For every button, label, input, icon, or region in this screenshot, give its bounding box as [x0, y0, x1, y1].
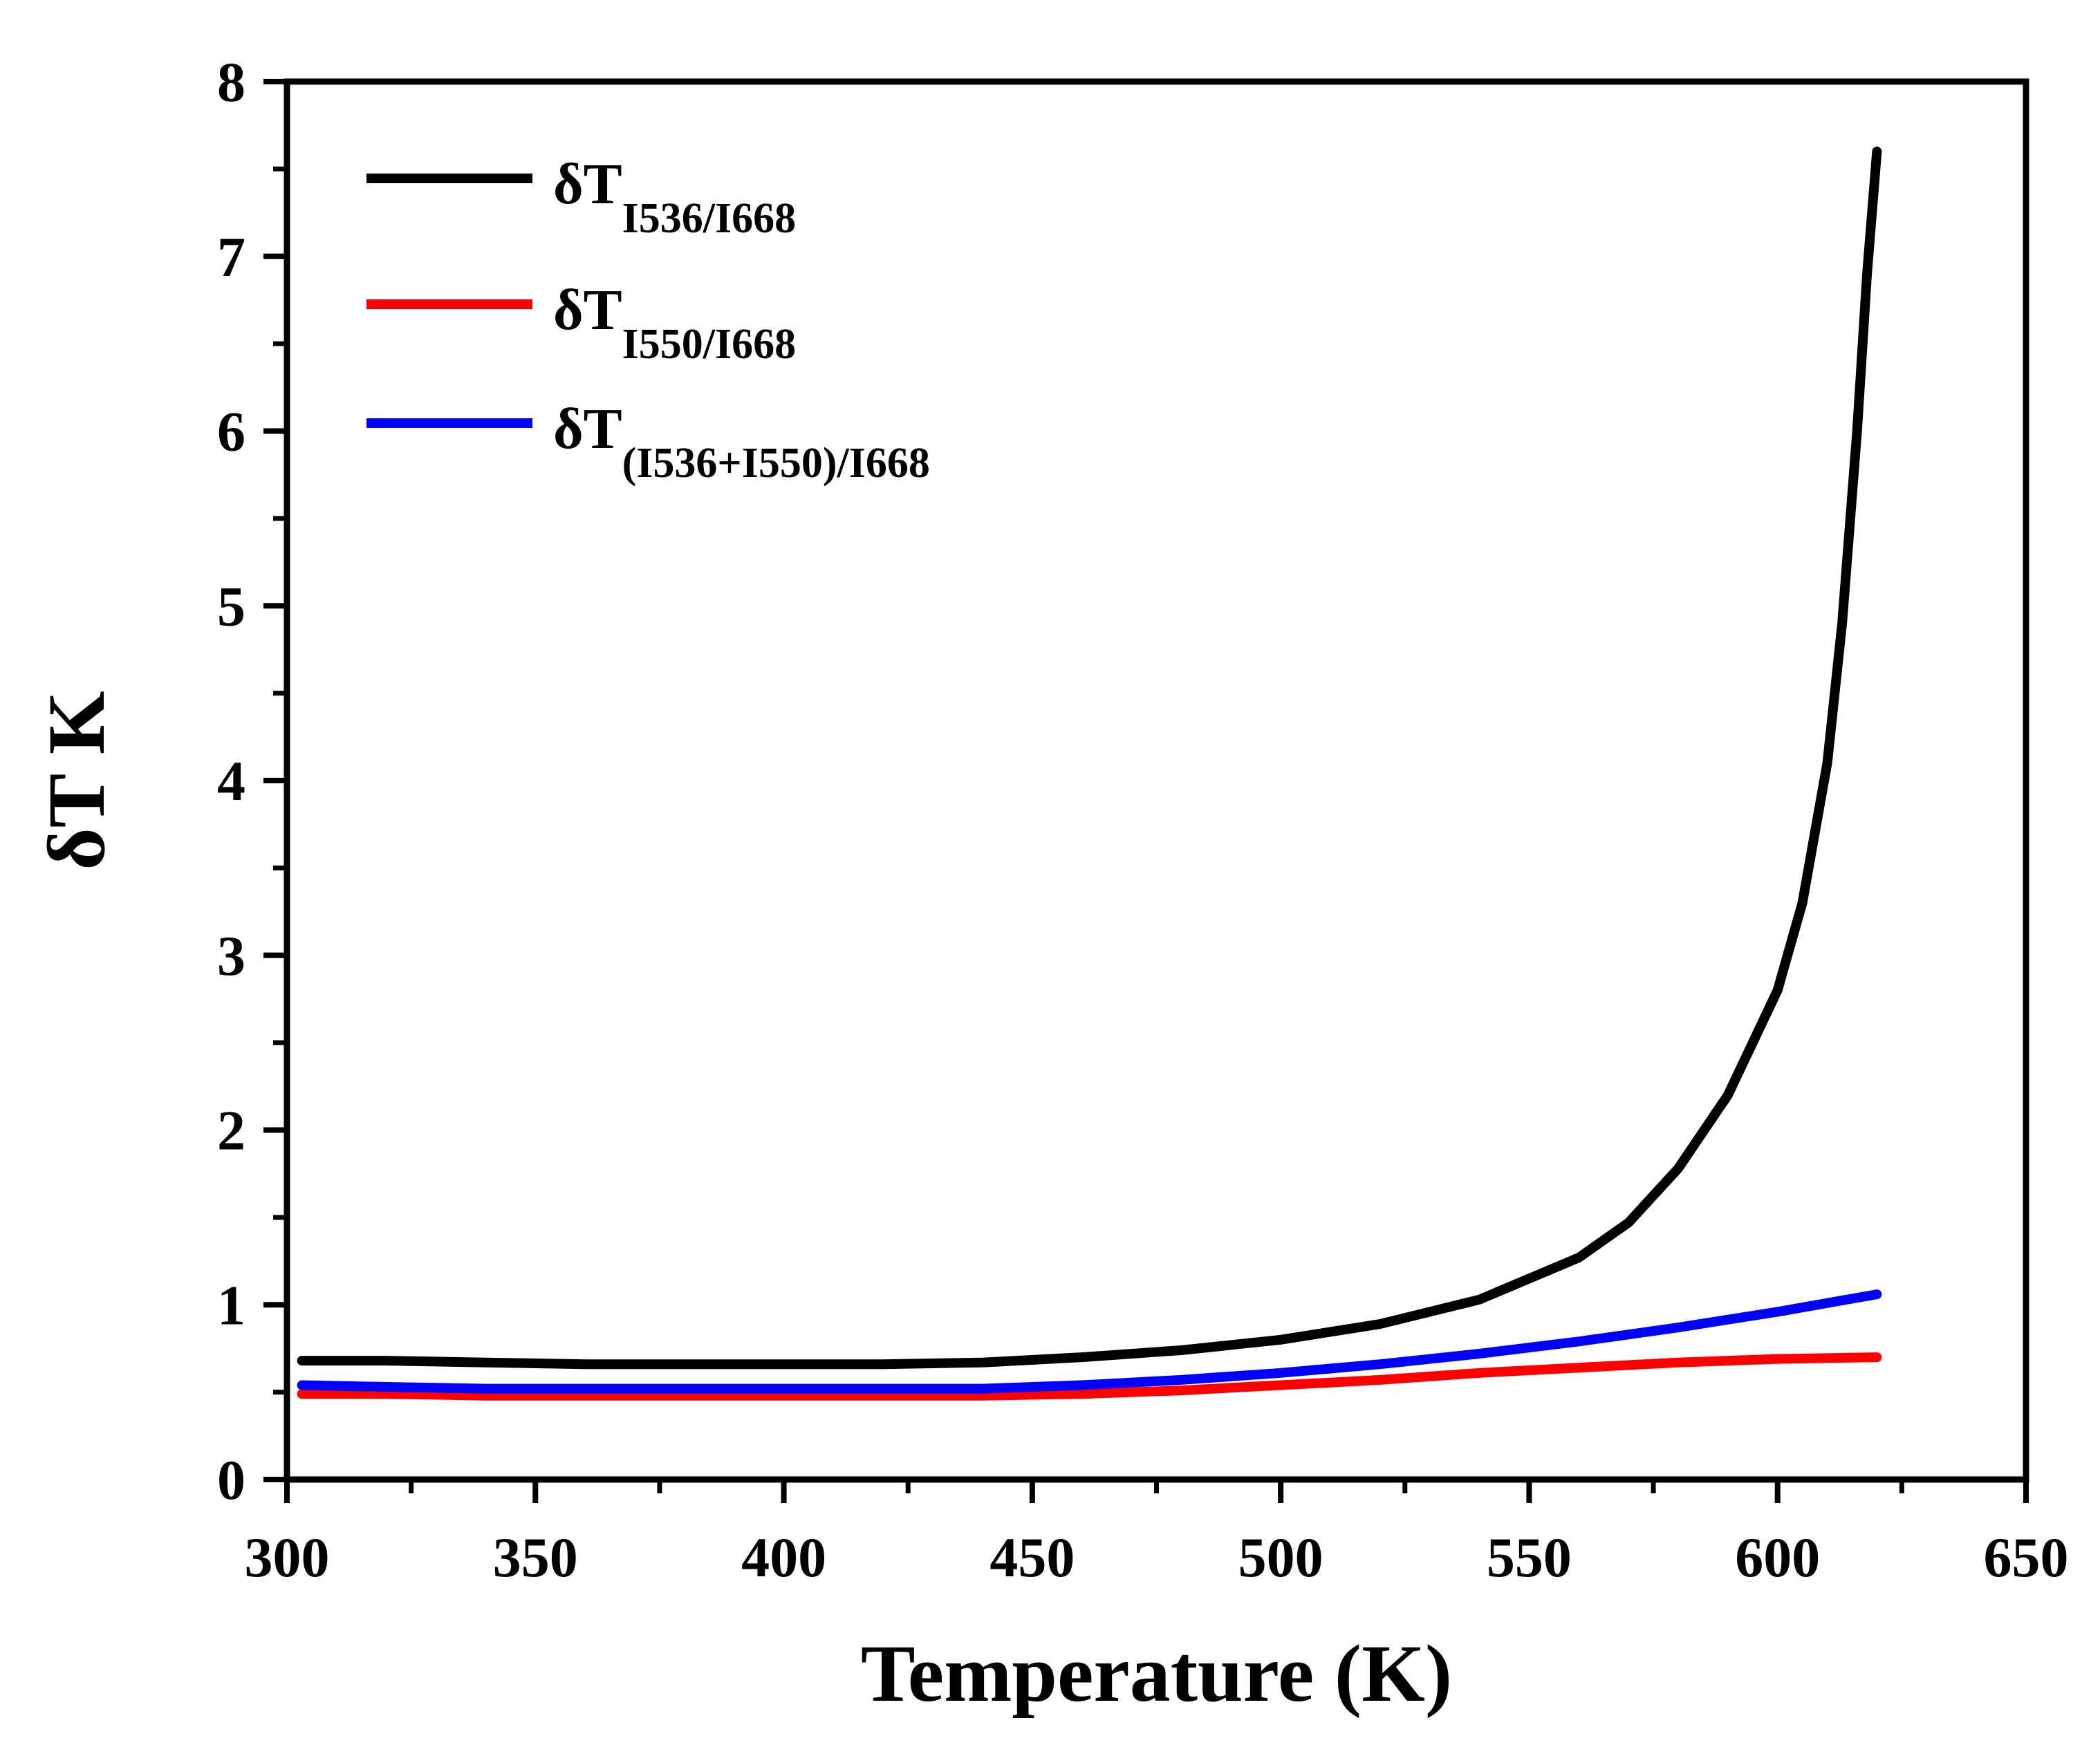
x-tick-label: 550 — [1487, 1526, 1572, 1589]
legend-label-1: δTI536/I668 — [553, 152, 796, 242]
x-tick-label: 450 — [989, 1526, 1075, 1589]
series-line-1 — [297, 147, 1882, 1370]
x-tick-label: 500 — [1238, 1526, 1323, 1589]
legend-label-main: δT — [553, 278, 622, 342]
y-tick-label: 7 — [217, 225, 245, 288]
x-tick-label: 650 — [1984, 1526, 2069, 1589]
y-tick-label: 2 — [217, 1099, 245, 1162]
series-line-3 — [297, 1289, 1882, 1394]
legend-label-subscript: (I536+I550)/I668 — [622, 440, 930, 487]
legend-label-main: δT — [553, 397, 622, 461]
y-tick-label: 8 — [217, 50, 245, 113]
legend-label-3: δT(I536+I550)/I668 — [553, 397, 930, 487]
x-tick-label: 400 — [741, 1526, 826, 1589]
legend-label-2: δTI550/I668 — [553, 278, 796, 368]
y-tick-label: 3 — [217, 924, 245, 987]
y-tick-label: 4 — [217, 749, 245, 812]
y-tick-label: 0 — [217, 1448, 245, 1511]
x-tick-label: 350 — [493, 1526, 578, 1589]
x-tick-label: 600 — [1735, 1526, 1820, 1589]
legend-label-subscript: I536/I668 — [622, 195, 796, 242]
y-tick-label: 5 — [217, 575, 245, 637]
x-axis-title: Temperature (K) — [861, 1628, 1452, 1719]
y-tick-label: 1 — [217, 1273, 245, 1336]
series-line-2 — [297, 1352, 1882, 1401]
legend-label-subscript: I550/I668 — [622, 321, 796, 368]
legend-label-main: δT — [553, 152, 622, 216]
y-axis-title: δT K — [31, 691, 122, 870]
x-tick-label: 300 — [245, 1526, 330, 1589]
y-tick-label: 6 — [217, 400, 245, 463]
